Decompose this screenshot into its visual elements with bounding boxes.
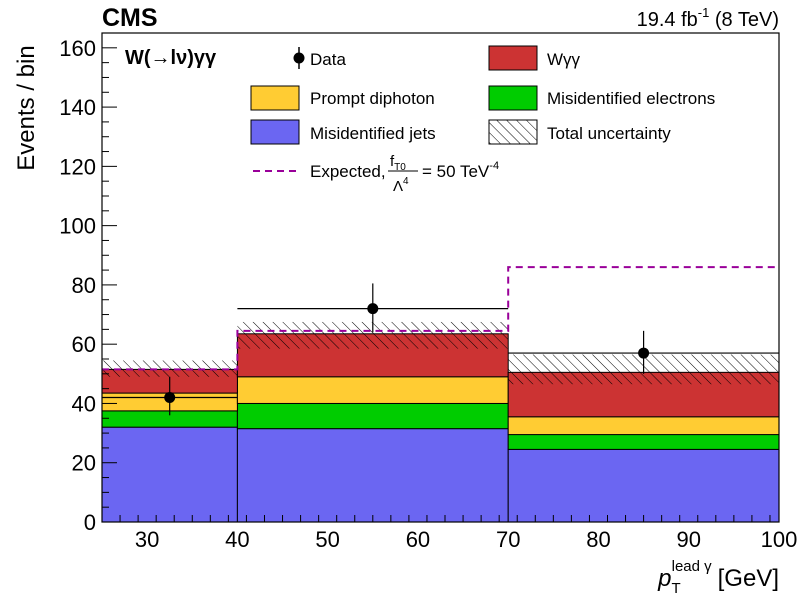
legend-jets-swatch: [250, 119, 300, 145]
expected-histogram: [102, 266, 779, 371]
x-tick-label-100: 100: [761, 527, 798, 552]
legend-wgg-label: Wγγ: [547, 50, 581, 69]
legend-uncertainty-swatch: [488, 119, 538, 145]
y-tick-label-80: 80: [72, 273, 96, 298]
legend-prompt-swatch: [250, 85, 300, 111]
y-tick-label-20: 20: [72, 451, 96, 476]
legend-expected-value: = 50 TeV-4: [422, 160, 499, 181]
bar-series0-bin1: [236, 428, 509, 522]
legend-item-uncertainty: Total uncertainty: [488, 119, 671, 145]
legend-wgg-swatch: [488, 45, 538, 71]
expected-line: [102, 266, 779, 371]
bar-series2-bin1: [236, 376, 509, 404]
legend-item-electrons: Misidentified electrons: [488, 85, 715, 111]
data-point-0: [164, 392, 176, 404]
y-tick-label-100: 100: [59, 214, 96, 239]
process-label: W(→lν)γγ: [125, 47, 217, 69]
y-axis-label: Events / bin: [13, 45, 40, 170]
bar-series1-bin1: [236, 402, 509, 430]
x-tick-label-90: 90: [676, 527, 700, 552]
x-axis-label: pTlead γ [GeV]: [657, 558, 779, 597]
legend: W(→lν)γγ Data Wγγ Prompt diphoton Miside…: [125, 45, 715, 195]
stack-bars: [102, 333, 779, 522]
y-tick-label-140: 140: [59, 95, 96, 120]
x-tick-label-80: 80: [586, 527, 610, 552]
legend-jets-label: Misidentified jets: [310, 124, 436, 143]
x-tick-label-30: 30: [135, 527, 159, 552]
x-tick-label-60: 60: [406, 527, 430, 552]
legend-item-expected: Expected, fT0 Λ4 = 50 TeV-4: [253, 153, 499, 195]
legend-electrons-label: Misidentified electrons: [547, 89, 715, 108]
data-point-1: [367, 303, 379, 315]
luminosity-label: 19.4 fb-1 (8 TeV): [637, 5, 779, 31]
plot-frame: [101, 32, 780, 523]
data-point-2: [638, 347, 650, 359]
legend-expected-frac-den: Λ4: [393, 176, 409, 195]
legend-prompt-label: Prompt diphoton: [310, 89, 435, 108]
x-tick-label-70: 70: [496, 527, 520, 552]
bar-series0-bin0: [102, 426, 238, 522]
y-tick-label-120: 120: [59, 154, 96, 179]
y-tick-label-0: 0: [84, 510, 96, 535]
x-tick-label-50: 50: [315, 527, 339, 552]
x-tick-label-40: 40: [225, 527, 249, 552]
data-points: [102, 283, 779, 416]
legend-uncertainty-label: Total uncertainty: [547, 124, 671, 143]
legend-item-wgg: Wγγ: [488, 45, 581, 71]
legend-expected-frac-num: fT0: [390, 153, 406, 173]
legend-electrons-swatch: [488, 85, 538, 111]
bar-series2-bin2: [507, 416, 779, 436]
y-tick-label-40: 40: [72, 391, 96, 416]
y-tick-label-60: 60: [72, 332, 96, 357]
bar-series1-bin2: [507, 434, 779, 450]
legend-data-marker: [293, 52, 305, 64]
tick-labels: 30 40 50 60 70 80 90 100 0 20 40 60 80 100 120 140 160: [59, 36, 797, 552]
legend-item-prompt: Prompt diphoton: [250, 85, 435, 111]
legend-data-label: Data: [310, 50, 346, 69]
legend-item-jets: Misidentified jets: [250, 119, 436, 145]
legend-expected-label: Expected,: [310, 162, 386, 181]
bar-series0-bin2: [507, 448, 779, 522]
legend-item-data: Data: [293, 47, 346, 69]
axis-ticks: [101, 32, 771, 523]
experiment-label: CMS: [102, 4, 158, 32]
uncertainty-band-bin0: [102, 360, 238, 377]
y-tick-label-160: 160: [59, 36, 96, 61]
